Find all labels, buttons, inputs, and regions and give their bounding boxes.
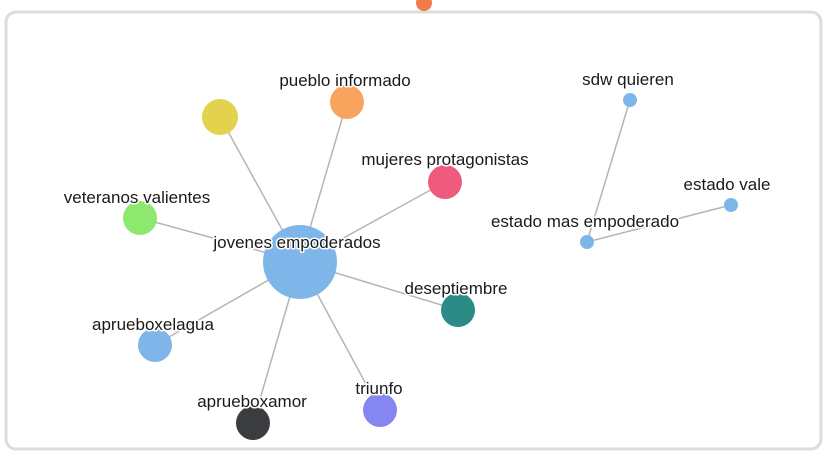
node-label: estado vale (684, 175, 771, 194)
labels: jovenes empoderados pueblo informado mujer… (62, 69, 772, 413)
node[interactable] (580, 235, 594, 249)
handle-dot (416, 0, 432, 11)
node-label: aprueboxelagua (92, 315, 214, 334)
node-label: estado mas empoderado (491, 212, 679, 231)
edge (586, 99, 631, 243)
node-label: veteranos valientes (64, 188, 210, 207)
node[interactable] (623, 93, 637, 107)
node-label: triunfo (355, 379, 402, 398)
node[interactable] (363, 393, 397, 427)
node-label: pueblo informado (279, 71, 410, 90)
node-label: deseptiembre (404, 279, 507, 298)
node-label: jovenes empoderados (212, 233, 380, 252)
node-label: aprueboxamor (197, 392, 307, 411)
node[interactable] (330, 85, 364, 119)
node[interactable] (202, 99, 238, 135)
node-label: mujeres protagonistas (361, 150, 528, 169)
node[interactable] (428, 165, 462, 199)
node[interactable] (138, 328, 172, 362)
node[interactable] (724, 198, 738, 212)
node-label: sdw quieren (582, 70, 674, 89)
nodes (123, 85, 738, 440)
node[interactable] (263, 225, 337, 299)
edge (586, 204, 732, 243)
node[interactable] (123, 201, 157, 235)
panel (4, 10, 823, 451)
node[interactable] (236, 406, 270, 440)
node[interactable] (441, 293, 475, 327)
